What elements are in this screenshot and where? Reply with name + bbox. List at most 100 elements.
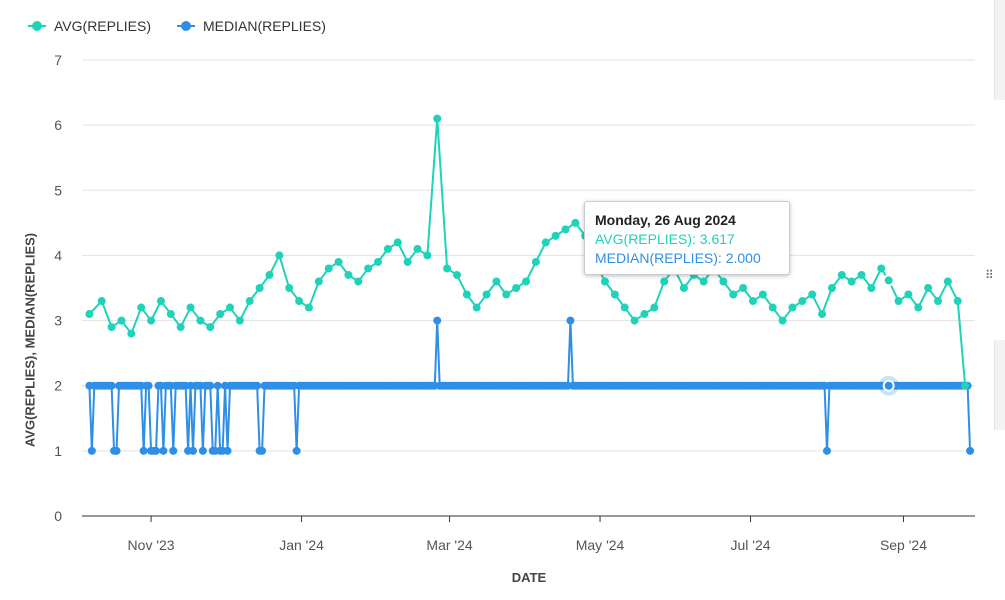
avg-point: [877, 264, 886, 273]
median-point: [198, 446, 207, 455]
avg-point: [324, 264, 333, 273]
median-point: [206, 381, 215, 390]
hover-point-median: [882, 379, 895, 392]
median-point: [213, 381, 222, 390]
hover-point-avg: [882, 274, 895, 287]
y-tick-label: 6: [54, 117, 62, 133]
tooltip-avg-line: AVG(REPLIES): 3.617: [595, 231, 735, 247]
avg-point: [933, 297, 942, 306]
avg-point: [660, 277, 669, 286]
avg-point: [216, 310, 225, 319]
avg-point: [541, 238, 550, 247]
median-point: [822, 446, 831, 455]
avg-point: [914, 303, 923, 312]
avg-point: [808, 290, 817, 299]
avg-point: [235, 316, 244, 325]
y-tick-label: 7: [54, 52, 62, 68]
avg-point: [255, 284, 264, 292]
avg-point: [166, 310, 175, 319]
avg-point: [847, 277, 856, 286]
avg-point: [344, 270, 353, 279]
avg-point: [107, 323, 116, 332]
avg-point: [245, 297, 254, 306]
avg-point: [827, 284, 836, 292]
avg-point: [867, 284, 876, 292]
avg-point: [265, 270, 274, 279]
avg-point: [206, 323, 215, 332]
median-point: [152, 446, 161, 455]
avg-point: [719, 277, 728, 286]
avg-point: [610, 290, 619, 299]
avg-point: [620, 303, 629, 312]
avg-point: [137, 303, 146, 312]
median-point: [87, 446, 96, 455]
avg-point: [393, 238, 402, 247]
series: [85, 114, 975, 455]
avg-point: [640, 310, 649, 319]
y-tick-label: 0: [54, 508, 62, 524]
median-point: [253, 381, 262, 390]
median-point: [292, 446, 301, 455]
avg-point: [551, 231, 560, 240]
median-point: [159, 446, 168, 455]
avg-point: [334, 257, 343, 266]
tooltip: Monday, 26 Aug 2024 AVG(REPLIES): 3.617 …: [584, 201, 790, 275]
avg-point: [156, 297, 165, 306]
legend: AVG(REPLIES) MEDIAN(REPLIES): [28, 18, 326, 34]
legend-label-median: MEDIAN(REPLIES): [203, 18, 326, 34]
avg-point: [531, 257, 540, 266]
avg-point: [679, 284, 688, 292]
legend-item-avg[interactable]: AVG(REPLIES): [28, 18, 151, 34]
x-tick-label: Nov '23: [128, 537, 175, 553]
x-tick-label: May '24: [576, 537, 625, 553]
avg-point: [374, 257, 383, 266]
y-axis-title: AVG(REPLIES), MEDIAN(REPLIES): [22, 232, 38, 448]
drag-handle-icon[interactable]: ⠿: [985, 268, 994, 282]
avg-point: [798, 297, 807, 306]
avg-point: [571, 218, 580, 227]
tooltip-title: Monday, 26 Aug 2024: [595, 212, 736, 228]
avg-point: [304, 303, 313, 312]
median-point: [966, 446, 975, 455]
median-point: [107, 381, 116, 390]
tooltip-median-line: MEDIAN(REPLIES): 2.000: [595, 250, 761, 266]
avg-point: [275, 251, 284, 260]
y-tick-label: 5: [54, 182, 62, 198]
avg-point: [837, 270, 846, 279]
avg-point: [85, 310, 94, 319]
median-point: [169, 446, 178, 455]
avg-point: [383, 244, 392, 253]
avg-point: [924, 284, 933, 292]
avg-point: [482, 290, 491, 299]
avg-point: [512, 284, 521, 292]
legend-swatch-median: [177, 20, 195, 32]
avg-point: [413, 244, 422, 253]
avg-point: [699, 277, 708, 286]
avg-point: [295, 297, 304, 306]
avg-point: [354, 277, 363, 286]
avg-point: [226, 303, 235, 312]
avg-point: [364, 264, 373, 273]
median-point: [223, 446, 232, 455]
avg-point: [818, 310, 827, 319]
x-tick-label: Sep '24: [880, 537, 927, 553]
median-point: [189, 446, 198, 455]
avg-point: [894, 297, 903, 306]
x-tick-label: Jan '24: [279, 537, 324, 553]
avg-point: [97, 297, 106, 306]
median-point: [112, 446, 121, 455]
y-tick-label: 2: [54, 378, 62, 394]
avg-point: [561, 225, 570, 234]
x-axis-title: DATE: [511, 570, 547, 585]
avg-point: [127, 329, 136, 338]
y-tick-label: 1: [54, 443, 62, 459]
avg-point: [117, 316, 126, 325]
avg-point: [196, 316, 205, 325]
legend-item-median[interactable]: MEDIAN(REPLIES): [177, 18, 326, 34]
avg-point: [502, 290, 511, 299]
median-point: [144, 381, 153, 390]
avg-point: [147, 316, 156, 325]
median-point: [258, 446, 267, 455]
